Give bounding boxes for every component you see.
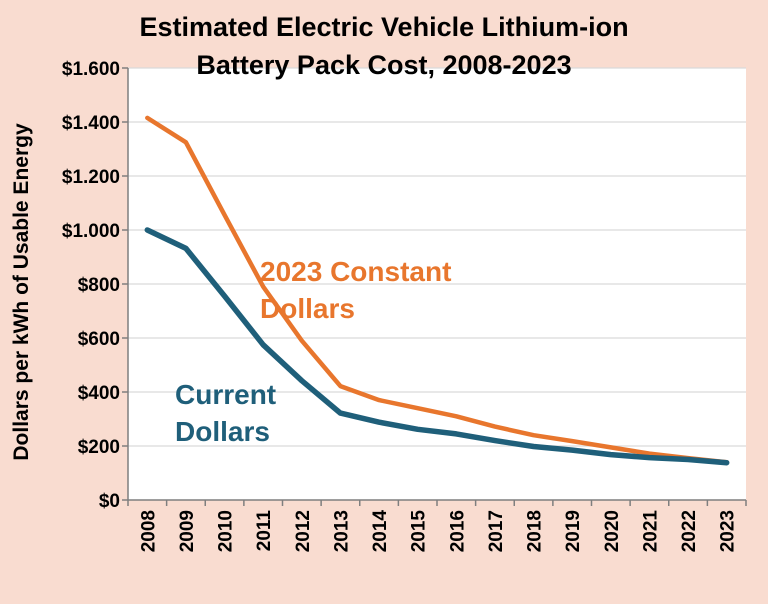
x-tick-label: 2016 [447, 510, 468, 552]
y-tick-label: $1.400 [62, 113, 120, 134]
y-tick-label: $1.200 [62, 167, 120, 188]
x-tick-label: 2013 [331, 510, 352, 552]
x-tick-label: 2023 [718, 510, 739, 552]
gridlines [122, 67, 747, 506]
y-tick-label: $800 [78, 275, 120, 296]
series-label-constant-line-2: Dollars [260, 293, 355, 324]
y-tick-label: $400 [78, 383, 120, 404]
y-tick-label: $600 [78, 329, 120, 350]
x-tick-label: 2021 [640, 510, 661, 553]
y-tick-labels: $0 $200 $400 $600 $800 $1.000 $1.200 $1.400 $1.6… [62, 59, 120, 512]
y-tick-label: $1.600 [62, 59, 120, 80]
x-tick-label: 2009 [177, 510, 198, 552]
x-tick-label: 2015 [409, 510, 430, 553]
x-tick-label: 2022 [679, 510, 700, 552]
x-tick-label: 2019 [563, 510, 584, 552]
y-tick-label: $1.000 [62, 221, 120, 242]
axes [127, 68, 746, 501]
x-tick-label: 2011 [254, 510, 275, 552]
series-lines [144, 115, 730, 466]
series-label-current-line-2: Dollars [175, 416, 270, 447]
x-tick-label: 2020 [602, 510, 623, 552]
series-line-constant-dollars [145, 115, 729, 465]
chart-title-line-1: Estimated Electric Vehicle Lithium-ion [139, 12, 628, 42]
x-tick-label: 2014 [370, 510, 391, 553]
y-axis-label: Dollars per kWh of Usable Energy [10, 123, 33, 461]
x-tick-label: 2008 [138, 510, 159, 552]
x-tick-label: 2017 [486, 510, 507, 552]
series-line-current-dollars [144, 227, 730, 466]
series-label-current-line-1: Current [175, 379, 276, 410]
y-tick-label: $0 [99, 491, 120, 512]
x-tick-labels: 2008 2009 2010 2011 2012 2013 2014 2015 2016 2017… [138, 510, 738, 553]
series-label-constant-line-1: 2023 Constant [260, 256, 451, 287]
chart-title-line-2: Battery Pack Cost, 2008-2023 [196, 50, 571, 80]
y-tick-label: $200 [78, 437, 120, 458]
x-tick-label: 2012 [293, 510, 314, 552]
x-tick-label: 2010 [216, 510, 237, 552]
x-tick-label: 2018 [525, 510, 546, 552]
